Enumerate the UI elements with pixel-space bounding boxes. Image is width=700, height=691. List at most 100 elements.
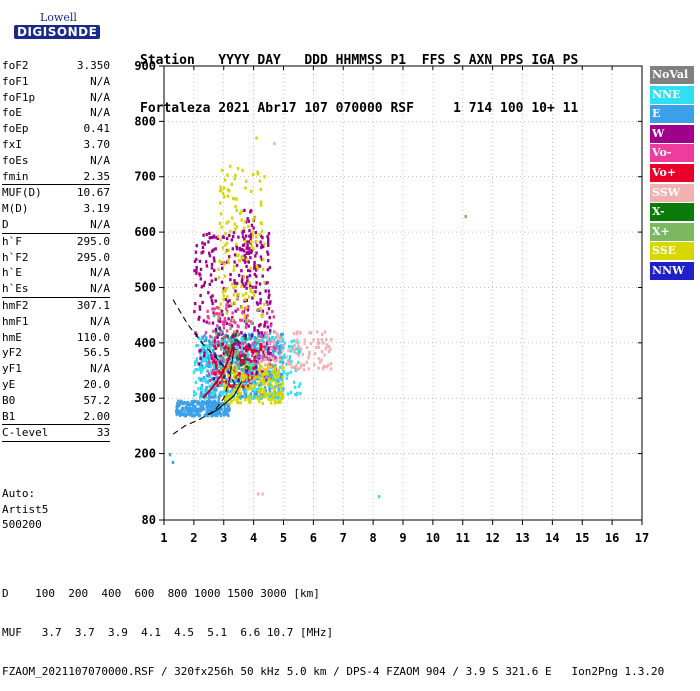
echo-point	[233, 351, 236, 355]
echo-point	[269, 356, 272, 360]
echo-point	[190, 407, 193, 411]
echo-point	[210, 236, 214, 240]
echo-point	[223, 317, 227, 321]
echo-point	[261, 369, 264, 373]
echo-point	[202, 348, 205, 352]
echo-point	[273, 355, 276, 359]
echo-point	[221, 374, 224, 378]
echo-point	[213, 407, 216, 411]
echo-point	[198, 365, 202, 369]
echo-point	[253, 389, 256, 393]
echo-point	[242, 358, 245, 363]
echo-point	[214, 354, 217, 358]
echo-point	[217, 399, 220, 403]
echo-point	[232, 268, 235, 272]
echo-point	[206, 356, 209, 360]
y-tick-label: 500	[134, 280, 156, 294]
echo-point	[264, 335, 267, 339]
echo-point	[210, 336, 214, 340]
echo-point	[212, 314, 216, 318]
echo-point	[234, 173, 237, 177]
echo-point	[198, 349, 201, 353]
echo-point	[267, 370, 270, 374]
echo-point	[185, 408, 189, 413]
echo-point	[253, 263, 256, 267]
echo-point	[272, 377, 275, 381]
chart-axes: 1 2 3 4 5 6 7 8 9 10 11 12 13 14 15 16 17802003004005006…	[134, 59, 649, 545]
echo-point	[274, 357, 277, 361]
echo-point	[223, 413, 226, 417]
echo-point	[232, 235, 235, 239]
echo-point	[268, 361, 271, 365]
echo-point	[216, 414, 219, 418]
parameter-panel: foF2 3.350 foF1 N/A foF1p N/A foE N/A foEp 0.41 fx…	[2, 58, 110, 443]
echo-point	[198, 305, 201, 309]
param-name: foF1	[2, 74, 29, 88]
echo-point	[286, 371, 290, 376]
echo-point	[256, 355, 259, 360]
echo-point	[183, 414, 187, 418]
echo-point	[230, 345, 233, 349]
echo-point	[203, 354, 206, 358]
echo-point	[223, 387, 227, 391]
echo-point	[266, 382, 270, 386]
echo-point	[247, 219, 250, 223]
echo-point	[204, 390, 207, 394]
y-tick-label: 200	[134, 447, 156, 461]
echo-point	[316, 338, 320, 342]
echo-point	[194, 407, 198, 411]
echo-point	[219, 347, 223, 351]
echo-point	[239, 401, 242, 405]
echo-point	[322, 365, 326, 369]
echo-point	[281, 363, 284, 368]
echo-point	[226, 300, 229, 304]
echo-point	[241, 353, 244, 357]
echo-point	[217, 267, 220, 271]
echo-point	[224, 408, 227, 412]
echo-point	[246, 217, 249, 221]
echo-point	[274, 346, 277, 350]
echo-point	[283, 356, 287, 360]
echo-point	[247, 224, 250, 228]
echo-point	[260, 334, 263, 339]
echo-point	[232, 319, 235, 323]
echo-point	[230, 282, 234, 286]
echo-point	[237, 235, 240, 239]
param-row: M(D) 3.19	[2, 201, 110, 217]
echo-point	[242, 256, 245, 260]
echo-point	[221, 392, 224, 396]
x-tick-label: 9	[399, 531, 406, 545]
echo-point	[216, 335, 219, 339]
echo-point	[258, 400, 261, 404]
echo-point	[235, 225, 239, 229]
echo-point	[222, 335, 226, 340]
echo-point	[241, 311, 244, 315]
echo-point	[246, 279, 249, 283]
echo-point	[259, 374, 262, 378]
echo-point	[272, 349, 275, 353]
echo-point	[213, 380, 217, 384]
echo-point	[268, 390, 272, 394]
echo-point	[274, 385, 277, 389]
param-value: N/A	[90, 362, 110, 376]
echo-point	[234, 321, 237, 325]
echo-point	[194, 380, 198, 384]
echo-point	[235, 355, 239, 359]
echo-point	[259, 345, 262, 349]
echo-point	[272, 394, 275, 398]
echo-point	[267, 289, 270, 293]
echo-point	[198, 367, 201, 371]
echo-point	[245, 338, 249, 342]
echo-point	[212, 311, 215, 315]
echo-point	[266, 372, 269, 376]
echo-point	[265, 331, 268, 335]
echo-point	[269, 351, 272, 355]
auto-scaling-info: Auto: Artist5 500200	[2, 486, 48, 533]
echo-point	[218, 259, 221, 263]
echo-point	[272, 396, 275, 400]
echo-point	[228, 363, 231, 367]
echo-point	[216, 365, 220, 369]
param-value: N/A	[90, 282, 110, 296]
echo-point	[266, 268, 270, 272]
param-name: h`Es	[2, 282, 29, 296]
